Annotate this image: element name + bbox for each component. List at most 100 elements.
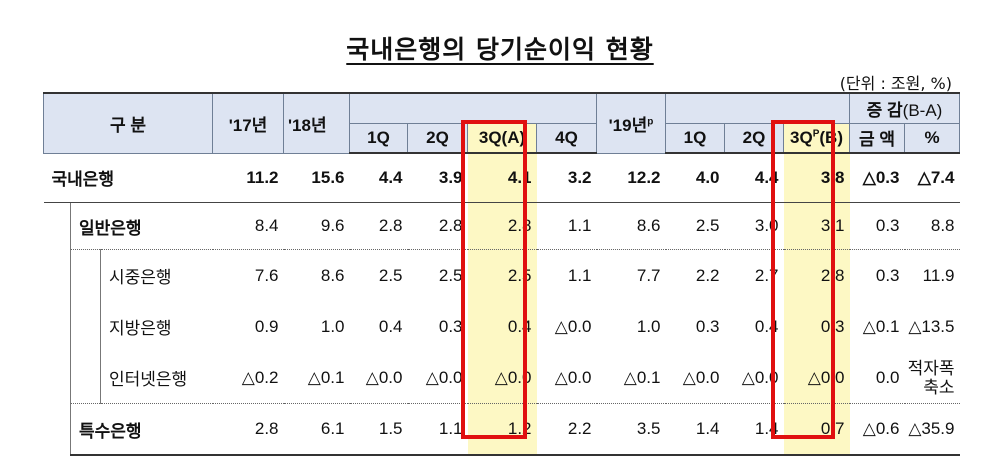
cell: △0.0: [554, 316, 592, 336]
cell: 8.6: [320, 265, 345, 285]
header-18-q3: 3Q(A): [467, 122, 537, 154]
cell: 2.7: [754, 265, 779, 285]
cell: 0.4: [378, 316, 403, 336]
cell: 2.5: [378, 265, 403, 285]
cell: △0.2: [212, 352, 284, 404]
header-change: 증 감(B-A): [849, 92, 960, 124]
cell: 2.2: [695, 265, 720, 285]
cell: 0.0: [849, 352, 905, 404]
cell: 2.8: [212, 403, 284, 456]
cell: △0.0: [536, 352, 597, 404]
header-19-q2: 2Q: [724, 122, 784, 154]
cell: △0.3: [849, 153, 905, 203]
header-18-q2: 2Q: [407, 122, 468, 154]
header-18-q1: 1Q: [349, 122, 408, 154]
cell: 0.3: [438, 316, 463, 336]
table-row: 인터넷은행 △0.2 △0.1 △0.0 △0.0 △0.0 △0.0 △0.1…: [44, 352, 960, 404]
cell: 1.1: [407, 403, 468, 456]
cell: 11.9: [922, 265, 955, 285]
cell: 1.2: [467, 403, 537, 456]
cell: 2.5: [467, 249, 537, 301]
cell: 8.6: [596, 202, 666, 250]
cell: 1.4: [665, 403, 725, 456]
cell: 2.8: [349, 202, 408, 250]
cell: 3.9: [407, 153, 468, 203]
cell: 2.5: [438, 265, 463, 285]
cell: 3.2: [536, 153, 597, 203]
table-row: 국내은행 11.2 15.6 4.4 3.9 4.1 3.2 12.2 4.0 …: [43, 153, 960, 203]
cell: △13.5: [908, 316, 955, 336]
header-percent: %: [904, 122, 960, 154]
cell: 7.6: [254, 265, 279, 285]
cell: 적자폭 축소: [904, 352, 960, 404]
header-2019: '19년p: [596, 92, 666, 154]
cell: 8.4: [212, 202, 284, 250]
page-title: 국내은행의 당기순이익 현황: [346, 35, 654, 64]
row-label: 일반은행: [70, 202, 213, 250]
cell: 0.7: [783, 403, 850, 456]
cell: 4.0: [665, 153, 725, 203]
cell: 1.0: [320, 316, 345, 336]
cell: △0.1: [596, 352, 666, 404]
cell: 3.8: [783, 153, 850, 203]
cell: 1.1: [536, 202, 597, 250]
cell: 1.1: [567, 265, 592, 285]
cell: △0.1: [862, 316, 900, 336]
cell: 1.4: [724, 403, 784, 456]
cell: 1.0: [636, 316, 661, 336]
cell: △35.9: [904, 403, 960, 456]
header-2017: '17년: [212, 92, 284, 154]
cell: 4.4: [349, 153, 408, 203]
cell: 0.4: [467, 301, 537, 352]
cell: △0.6: [849, 403, 905, 456]
header-amount: 금 액: [849, 122, 905, 154]
cell: 3.0: [724, 202, 784, 250]
row-label: 국내은행: [43, 153, 213, 203]
cell: 4.4: [724, 153, 784, 203]
cell: 11.2: [212, 153, 284, 203]
cell: 15.6: [283, 153, 350, 203]
cell: △0.0: [665, 352, 725, 404]
header-2018: '18년: [283, 92, 350, 154]
cell: 3.5: [596, 403, 666, 456]
row-label: 지방은행: [100, 301, 213, 352]
cell: 2.8: [407, 202, 468, 250]
table-row: 일반은행 8.4 9.6 2.8 2.8 2.8 1.1 8.6 2.5 3.0…: [44, 202, 960, 250]
cell: △0.0: [407, 352, 468, 404]
cell: 8.8: [904, 202, 960, 250]
cell: 2.5: [665, 202, 725, 250]
cell: 9.6: [283, 202, 350, 250]
cell: 0.3: [849, 202, 905, 250]
header-19-q1: 1Q: [665, 122, 725, 154]
cell: 4.1: [467, 153, 537, 203]
cell: 2.8: [783, 249, 850, 301]
header-18-q4: 4Q: [536, 122, 597, 154]
cell: 0.9: [254, 316, 279, 336]
cell: 0.3: [783, 301, 850, 352]
cell: 1.5: [349, 403, 408, 456]
row-label: 시중은행: [100, 249, 213, 301]
cell: 3.1: [783, 202, 850, 250]
cell: △7.4: [904, 153, 960, 203]
table-row: 특수은행 2.8 6.1 1.5 1.1 1.2 2.2 3.5 1.4 1.4…: [44, 403, 960, 456]
cell: 0.3: [695, 316, 720, 336]
row-label: 인터넷은행: [100, 352, 213, 404]
cell: △0.0: [349, 352, 408, 404]
cell: 0.3: [875, 265, 900, 285]
cell: 12.2: [596, 153, 666, 203]
cell: 6.1: [283, 403, 350, 456]
cell: △0.1: [283, 352, 350, 404]
row-label: 특수은행: [70, 403, 213, 456]
cell: 0.4: [754, 316, 779, 336]
unit-label: (단위 : 조원, %): [839, 74, 952, 93]
cell: △0.0: [783, 352, 850, 404]
net-income-table: 구 분 '17년 '18년 '19년p 증 감(B-A) 1Q 2Q 3Q(A)…: [43, 92, 960, 456]
table-row: 시중은행 7.6 8.6 2.5 2.5 2.5 1.1 7.7 2.2 2.7…: [44, 249, 960, 301]
table-row: 지방은행 0.9 1.0 0.4 0.3 0.4 △0.0 1.0 0.3 0.…: [44, 301, 960, 352]
cell: △0.0: [467, 352, 537, 404]
header-19-q3: 3QP(B): [783, 122, 850, 154]
cell: 2.2: [536, 403, 597, 456]
cell: 2.8: [467, 202, 537, 250]
header-category: 구 분: [43, 92, 213, 154]
cell: 7.7: [636, 265, 661, 285]
